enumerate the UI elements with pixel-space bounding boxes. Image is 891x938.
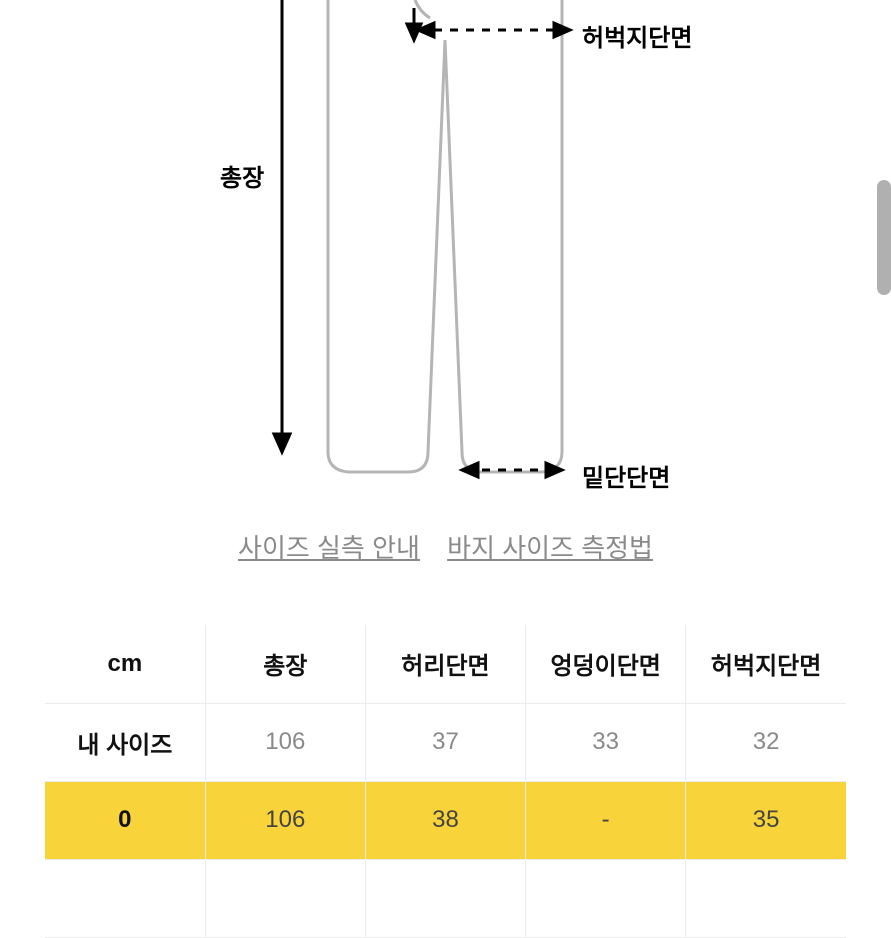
scrollbar-thumb[interactable] (877, 180, 891, 295)
pants-diagram: 총장 허벅지단면 밑단단면 (0, 0, 891, 500)
link-measure-method[interactable]: 바지 사이즈 측정법 (447, 533, 653, 563)
cell: 106 (205, 703, 365, 781)
cell (686, 859, 846, 937)
pants-outline-svg (0, 0, 891, 500)
table-row (45, 859, 846, 937)
cell: 37 (365, 703, 525, 781)
cell (365, 859, 525, 937)
cell: 38 (365, 781, 525, 859)
row-label: 0 (45, 781, 205, 859)
cell: 35 (686, 781, 846, 859)
header-col-1: 허리단면 (365, 625, 525, 703)
row-label: 내 사이즈 (45, 703, 205, 781)
cell: 32 (686, 703, 846, 781)
link-size-guide[interactable]: 사이즈 실측 안내 (238, 533, 420, 563)
cell: 106 (205, 781, 365, 859)
label-total-length: 총장 (220, 158, 264, 193)
table-row-highlight[interactable]: 0 106 38 - 35 (45, 781, 846, 859)
cell: 33 (526, 703, 686, 781)
label-hem: 밑단단면 (582, 458, 670, 493)
cell: - (526, 781, 686, 859)
header-col-0: 총장 (205, 625, 365, 703)
cell (205, 859, 365, 937)
header-col-2: 엉덩이단면 (526, 625, 686, 703)
header-col-3: 허벅지단면 (686, 625, 846, 703)
cell (526, 859, 686, 937)
header-unit: cm (45, 625, 205, 703)
info-links: 사이즈 실측 안내 바지 사이즈 측정법 (0, 528, 891, 565)
label-thigh: 허벅지단면 (582, 18, 692, 53)
row-label (45, 859, 205, 937)
table-row: 내 사이즈 106 37 33 32 (45, 703, 846, 781)
header-row: cm 총장 허리단면 엉덩이단면 허벅지단면 (45, 625, 846, 703)
